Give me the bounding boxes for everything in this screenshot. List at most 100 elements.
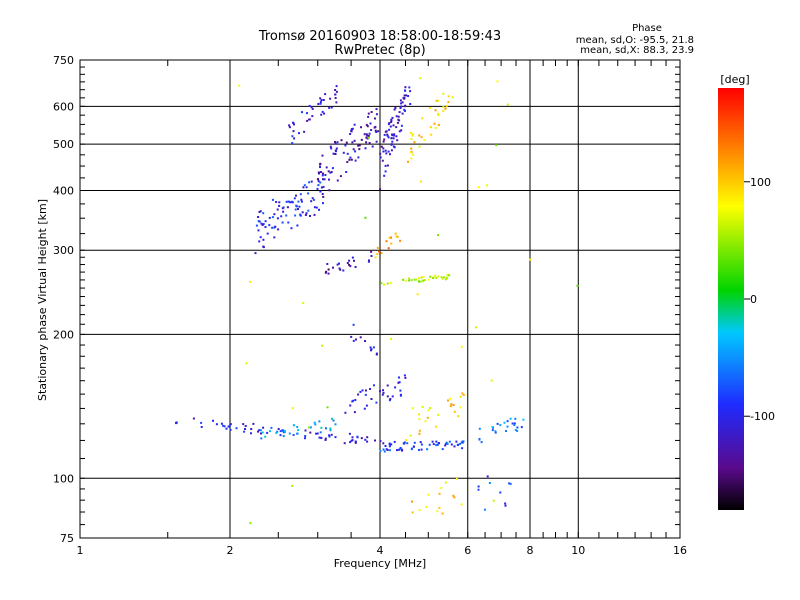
data-point	[258, 211, 261, 213]
data-point	[393, 108, 396, 111]
data-point	[395, 135, 398, 138]
y-tick-label: 500	[53, 138, 74, 151]
data-point	[367, 134, 370, 137]
data-point	[386, 449, 389, 451]
data-point	[447, 95, 450, 98]
data-point	[335, 85, 338, 88]
data-point	[459, 395, 462, 398]
y-tick-label: 200	[53, 328, 74, 341]
data-point	[410, 157, 413, 160]
data-point	[403, 374, 406, 377]
data-point	[387, 150, 390, 153]
data-point	[390, 242, 393, 245]
data-point	[382, 147, 385, 150]
data-point	[336, 263, 339, 266]
data-point	[329, 145, 332, 148]
data-point	[405, 439, 408, 442]
data-point	[366, 436, 369, 439]
data-point	[249, 280, 252, 283]
data-point	[413, 278, 416, 281]
data-point	[310, 200, 313, 203]
data-point	[348, 158, 351, 161]
data-point	[269, 430, 271, 433]
y-tick-label: 300	[53, 244, 74, 257]
data-point	[228, 424, 231, 427]
data-point	[350, 439, 353, 442]
data-point	[308, 118, 311, 121]
data-point	[456, 443, 459, 446]
data-point	[281, 221, 284, 224]
data-point	[435, 425, 438, 428]
data-point	[447, 101, 450, 104]
data-point	[378, 250, 380, 253]
data-point	[328, 434, 331, 437]
data-point	[447, 399, 449, 402]
data-point	[322, 195, 325, 198]
data-point	[293, 137, 296, 140]
data-point	[437, 114, 440, 117]
data-point	[431, 440, 434, 443]
y-tick-label: 75	[60, 532, 74, 545]
data-point	[325, 166, 328, 169]
data-point	[404, 279, 407, 282]
data-point	[336, 179, 339, 182]
data-point	[486, 475, 489, 478]
data-point	[375, 401, 378, 404]
data-point	[342, 269, 345, 272]
data-point	[258, 240, 261, 243]
data-point	[494, 431, 497, 434]
data-point	[509, 482, 512, 485]
data-point	[404, 109, 406, 112]
data-point	[307, 192, 310, 195]
data-point	[400, 105, 403, 108]
data-point	[340, 139, 343, 142]
data-point	[316, 187, 319, 190]
data-point	[264, 220, 267, 223]
data-point	[354, 399, 357, 401]
data-point	[388, 237, 391, 239]
data-point	[351, 141, 354, 144]
data-point	[262, 238, 265, 241]
data-point	[460, 503, 463, 506]
data-point	[319, 171, 322, 173]
data-point	[381, 393, 384, 396]
data-point	[388, 399, 391, 402]
data-point	[409, 151, 412, 154]
data-point	[277, 228, 280, 231]
data-point	[262, 426, 265, 429]
data-point	[389, 449, 391, 452]
data-point	[506, 103, 509, 106]
data-point	[410, 137, 413, 140]
data-point	[328, 106, 331, 109]
data-point	[327, 272, 330, 275]
data-point	[411, 500, 414, 503]
x-tick-label: 8	[527, 544, 534, 557]
data-point	[305, 186, 308, 189]
colorbar-ticks: 100 0 -100	[744, 176, 775, 423]
data-point	[382, 448, 385, 451]
data-point	[297, 429, 300, 432]
data-point	[304, 435, 307, 437]
y-axis-label: Stationary phase Virtual Height [km]	[36, 199, 49, 401]
data-point	[411, 447, 413, 450]
data-point	[398, 448, 401, 451]
data-point	[353, 139, 356, 142]
data-point	[388, 445, 391, 448]
data-point	[322, 99, 325, 101]
data-point	[451, 96, 454, 99]
data-point	[397, 115, 400, 118]
data-point	[319, 431, 322, 434]
data-point	[330, 417, 333, 420]
data-point	[320, 426, 323, 429]
data-point	[364, 147, 367, 150]
data-point	[303, 130, 306, 133]
data-point	[352, 399, 355, 402]
data-point	[391, 140, 394, 143]
data-point	[222, 424, 225, 427]
data-point	[457, 415, 460, 418]
data-point	[383, 450, 386, 453]
data-point	[338, 267, 341, 270]
data-point	[317, 171, 320, 174]
data-point	[395, 115, 398, 118]
data-point	[321, 110, 324, 113]
